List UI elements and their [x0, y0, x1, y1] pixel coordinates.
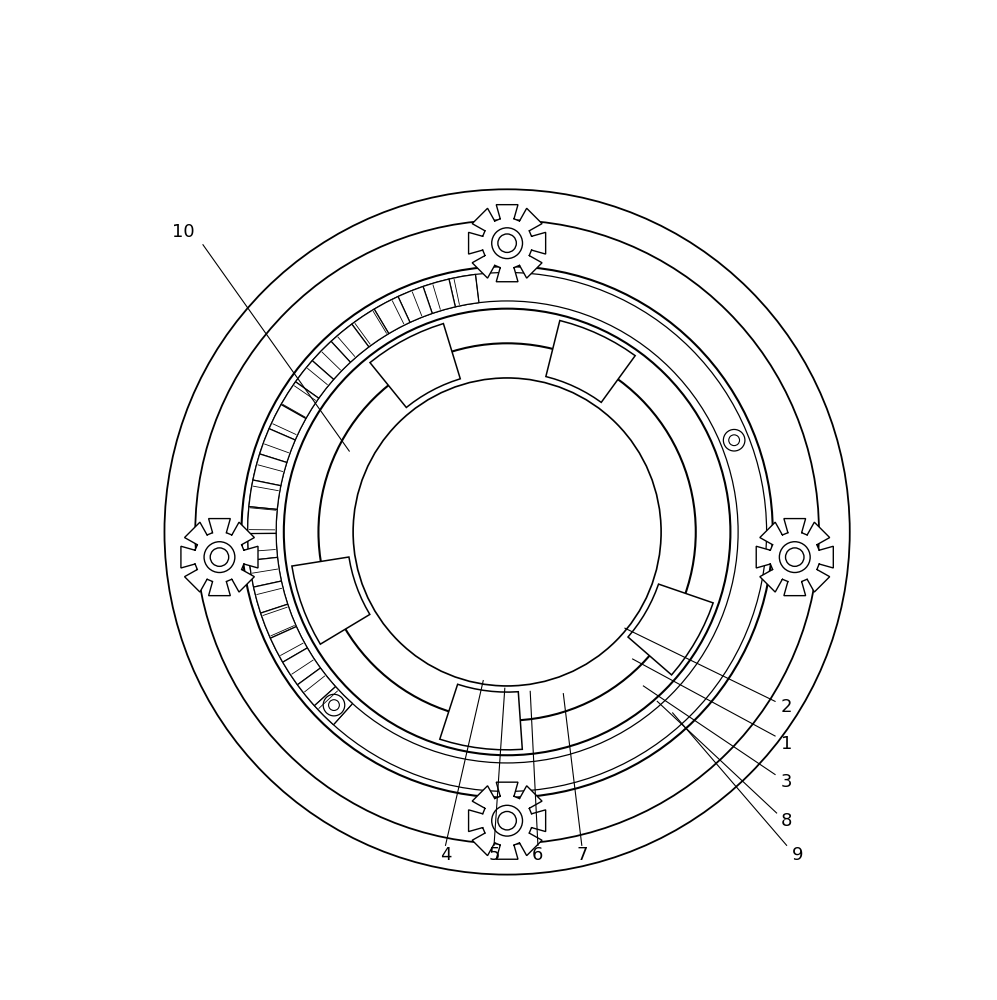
Polygon shape [249, 557, 281, 587]
Text: 10: 10 [172, 223, 195, 241]
Text: 8: 8 [781, 812, 793, 830]
Polygon shape [253, 454, 287, 486]
Polygon shape [292, 557, 370, 644]
Polygon shape [331, 324, 369, 362]
Text: 2: 2 [781, 698, 793, 716]
Text: 5: 5 [489, 846, 499, 864]
Polygon shape [314, 687, 353, 725]
Polygon shape [253, 581, 288, 613]
Polygon shape [260, 604, 296, 638]
Polygon shape [269, 405, 306, 440]
Polygon shape [352, 309, 389, 347]
Polygon shape [469, 782, 545, 859]
Text: 7: 7 [576, 846, 587, 864]
Polygon shape [247, 507, 277, 534]
Polygon shape [398, 286, 433, 322]
Text: 1: 1 [781, 735, 793, 753]
Polygon shape [295, 361, 334, 398]
Polygon shape [259, 429, 295, 462]
Polygon shape [423, 279, 456, 313]
Polygon shape [180, 519, 258, 596]
Polygon shape [546, 321, 635, 402]
Polygon shape [247, 533, 277, 561]
Polygon shape [312, 341, 350, 379]
Polygon shape [374, 297, 410, 334]
Text: 4: 4 [440, 846, 452, 864]
Polygon shape [297, 668, 336, 706]
Text: 9: 9 [792, 846, 804, 864]
Polygon shape [440, 684, 522, 750]
Polygon shape [281, 382, 319, 419]
Polygon shape [628, 584, 713, 675]
Polygon shape [757, 519, 833, 596]
Text: 6: 6 [532, 846, 543, 864]
Polygon shape [370, 324, 461, 407]
Polygon shape [283, 648, 320, 685]
Polygon shape [449, 274, 479, 307]
Text: 3: 3 [781, 773, 793, 791]
Polygon shape [270, 627, 307, 662]
Polygon shape [249, 480, 281, 509]
Polygon shape [469, 205, 545, 282]
